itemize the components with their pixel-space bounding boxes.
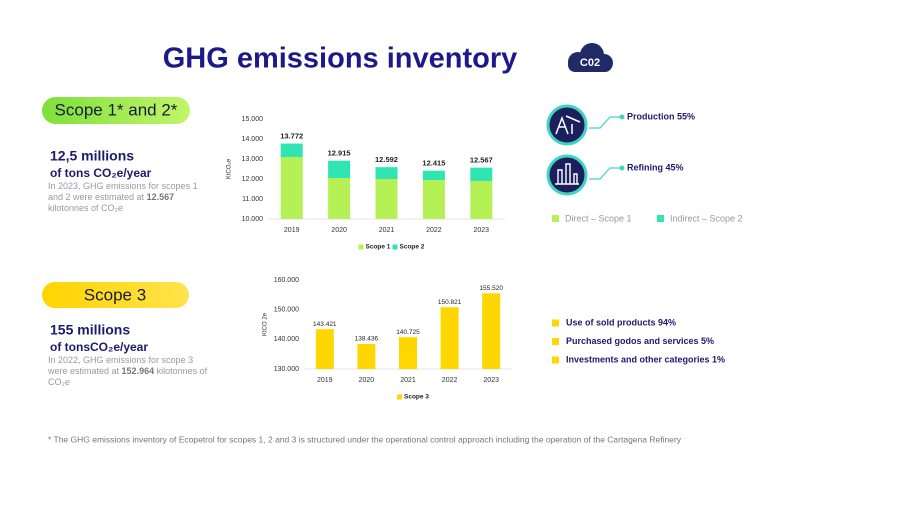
legend-swatch: [397, 394, 402, 400]
y-axis-label: KtCO 2e: [263, 312, 269, 336]
value-label: 140.725: [396, 329, 420, 336]
y-tick-label: 140.000: [274, 336, 299, 343]
x-tick-label: 2022: [426, 227, 442, 234]
breakdown-label: Investments and other categories 1%: [566, 354, 725, 364]
breakdown-label: Purchased godos and services 5%: [566, 336, 714, 346]
total-label: 12.915: [328, 149, 351, 158]
title: GHG emissions inventory: [163, 43, 518, 75]
note-text: kilotonnes of CO₂e: [48, 366, 208, 387]
refining-icon: [546, 154, 588, 196]
scope3-note: In 2022, GHG emissions for scope 3 were …: [48, 355, 208, 388]
scope12-note: In 2023, GHG emissions for scopes 1 and …: [48, 181, 208, 214]
note-text: In 2022, GHG emissions for scope 3 were …: [48, 355, 194, 376]
note-bold: 12.567: [146, 192, 175, 202]
y-tick-label: 160.000: [274, 277, 299, 284]
bar-segment: [328, 160, 351, 178]
note-text: In 2023, GHG emissions for scopes 1 and …: [48, 181, 198, 202]
note-bold: 152.964: [121, 366, 155, 376]
x-tick-label: 2019: [317, 377, 333, 384]
bar-segment: [470, 167, 493, 181]
total-label: 12.415: [422, 159, 445, 168]
legend-label: Indirect – Scope 2: [670, 213, 743, 223]
breakdown-label: Refining 45%: [627, 162, 684, 172]
value-label: 150.821: [438, 299, 462, 306]
x-tick-label: 2021: [379, 227, 395, 234]
total-label: 12.592: [375, 155, 398, 164]
bar-segment: [375, 179, 398, 219]
scope12-headline: 12,5 millions: [50, 148, 134, 164]
bar: [315, 329, 334, 369]
breakdown-label: Production 55%: [627, 111, 695, 121]
x-tick-label: 2023: [483, 377, 499, 384]
badge-text: C02: [580, 57, 600, 69]
legend-label: Direct – Scope 1: [565, 213, 632, 223]
legend-label: Scope 2: [400, 244, 425, 251]
connector: [589, 116, 622, 129]
bar-segment: [470, 181, 493, 219]
bar: [357, 343, 376, 369]
bar-segment: [422, 180, 445, 219]
breakdown-label: Use of sold products 94%: [566, 317, 676, 327]
scope12-pill: [42, 97, 190, 124]
scope3-headline: 155 millions: [50, 322, 130, 338]
y-tick-label: 150.000: [274, 307, 299, 314]
legend-swatch: [552, 215, 559, 222]
connector-dot: [619, 165, 625, 171]
legend-swatch: [552, 338, 559, 345]
badge-icon: C02: [568, 43, 613, 72]
y-tick-label: 13.000: [242, 156, 264, 163]
scope12-note-box: In 2023, GHG emissions for scopes 1 and …: [48, 181, 208, 214]
legend-swatch: [358, 244, 364, 250]
footnote: * The GHG emissions inventory of Ecopetr…: [48, 434, 682, 444]
scope3-subhead: of tonsCO₂e/year: [50, 340, 148, 354]
bar-segment: [422, 170, 445, 180]
x-tick-label: 2022: [442, 377, 458, 384]
y-tick-label: 14.000: [242, 136, 264, 143]
total-label: 12.567: [470, 156, 493, 165]
scope3-pill-text: Scope 3: [84, 285, 146, 304]
connector: [589, 167, 622, 180]
legend-label: Scope 1: [366, 244, 391, 251]
bar-segment: [280, 143, 303, 157]
legend-swatch: [552, 319, 559, 327]
bar-segment: [328, 178, 351, 219]
y-tick-label: 10.000: [242, 216, 264, 223]
production-icon: [546, 104, 588, 146]
x-tick-label: 2020: [359, 377, 375, 384]
legend-swatch: [392, 244, 398, 250]
legend-swatch: [552, 356, 559, 364]
value-label: 138.436: [355, 336, 379, 343]
y-tick-label: 130.000: [274, 366, 299, 373]
x-tick-label: 2020: [331, 227, 347, 234]
y-tick-label: 11.000: [242, 196, 263, 203]
bar: [440, 307, 459, 369]
value-label: 143.421: [313, 321, 337, 328]
note-text: kilotonnes of CO₂e: [48, 203, 124, 213]
y-tick-label: 12.000: [242, 176, 264, 183]
scope3-note-box: In 2022, GHG emissions for scope 3 were …: [48, 355, 208, 388]
x-tick-label: 2021: [400, 377, 416, 384]
y-tick-label: 15.000: [242, 116, 264, 123]
connector-dot: [619, 114, 625, 120]
bar-segment: [375, 167, 398, 179]
legend-swatch: [657, 215, 664, 222]
bar-segment: [280, 157, 303, 219]
value-label: 155.520: [479, 285, 503, 292]
total-label: 13.772: [280, 132, 303, 141]
scope12-subhead: of tons CO₂e/year: [50, 166, 152, 180]
legend-label: Scope 3: [404, 394, 429, 401]
bar: [482, 293, 501, 369]
y-axis-label: KtCO₂e: [227, 158, 233, 179]
x-tick-label: 2019: [284, 227, 300, 234]
scope12-pill-text: Scope 1* and 2*: [55, 100, 178, 119]
bar: [399, 337, 417, 369]
x-tick-label: 2023: [474, 227, 490, 234]
scope3-pill: [42, 282, 189, 308]
